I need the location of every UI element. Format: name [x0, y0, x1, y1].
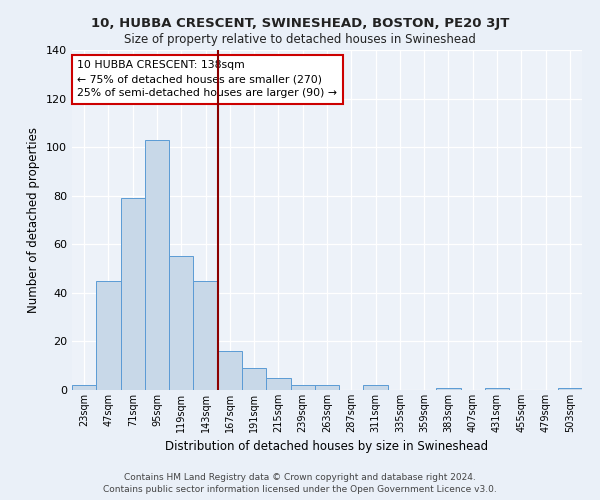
Y-axis label: Number of detached properties: Number of detached properties [28, 127, 40, 313]
Bar [145, 140, 169, 390]
Bar [96, 280, 121, 390]
Bar [121, 198, 145, 390]
Text: 10, HUBBA CRESCENT, SWINESHEAD, BOSTON, PE20 3JT: 10, HUBBA CRESCENT, SWINESHEAD, BOSTON, … [91, 18, 509, 30]
Bar [436, 388, 461, 390]
Bar [315, 385, 339, 390]
Bar [242, 368, 266, 390]
Bar [558, 388, 582, 390]
Bar [218, 351, 242, 390]
Bar [169, 256, 193, 390]
Text: Contains HM Land Registry data © Crown copyright and database right 2024.
Contai: Contains HM Land Registry data © Crown c… [103, 472, 497, 494]
Bar [364, 385, 388, 390]
Bar [72, 385, 96, 390]
X-axis label: Distribution of detached houses by size in Swineshead: Distribution of detached houses by size … [166, 440, 488, 454]
Text: Size of property relative to detached houses in Swineshead: Size of property relative to detached ho… [124, 32, 476, 46]
Bar [485, 388, 509, 390]
Bar [290, 385, 315, 390]
Bar [266, 378, 290, 390]
Bar [193, 280, 218, 390]
Text: 10 HUBBA CRESCENT: 138sqm
← 75% of detached houses are smaller (270)
25% of semi: 10 HUBBA CRESCENT: 138sqm ← 75% of detac… [77, 60, 337, 98]
